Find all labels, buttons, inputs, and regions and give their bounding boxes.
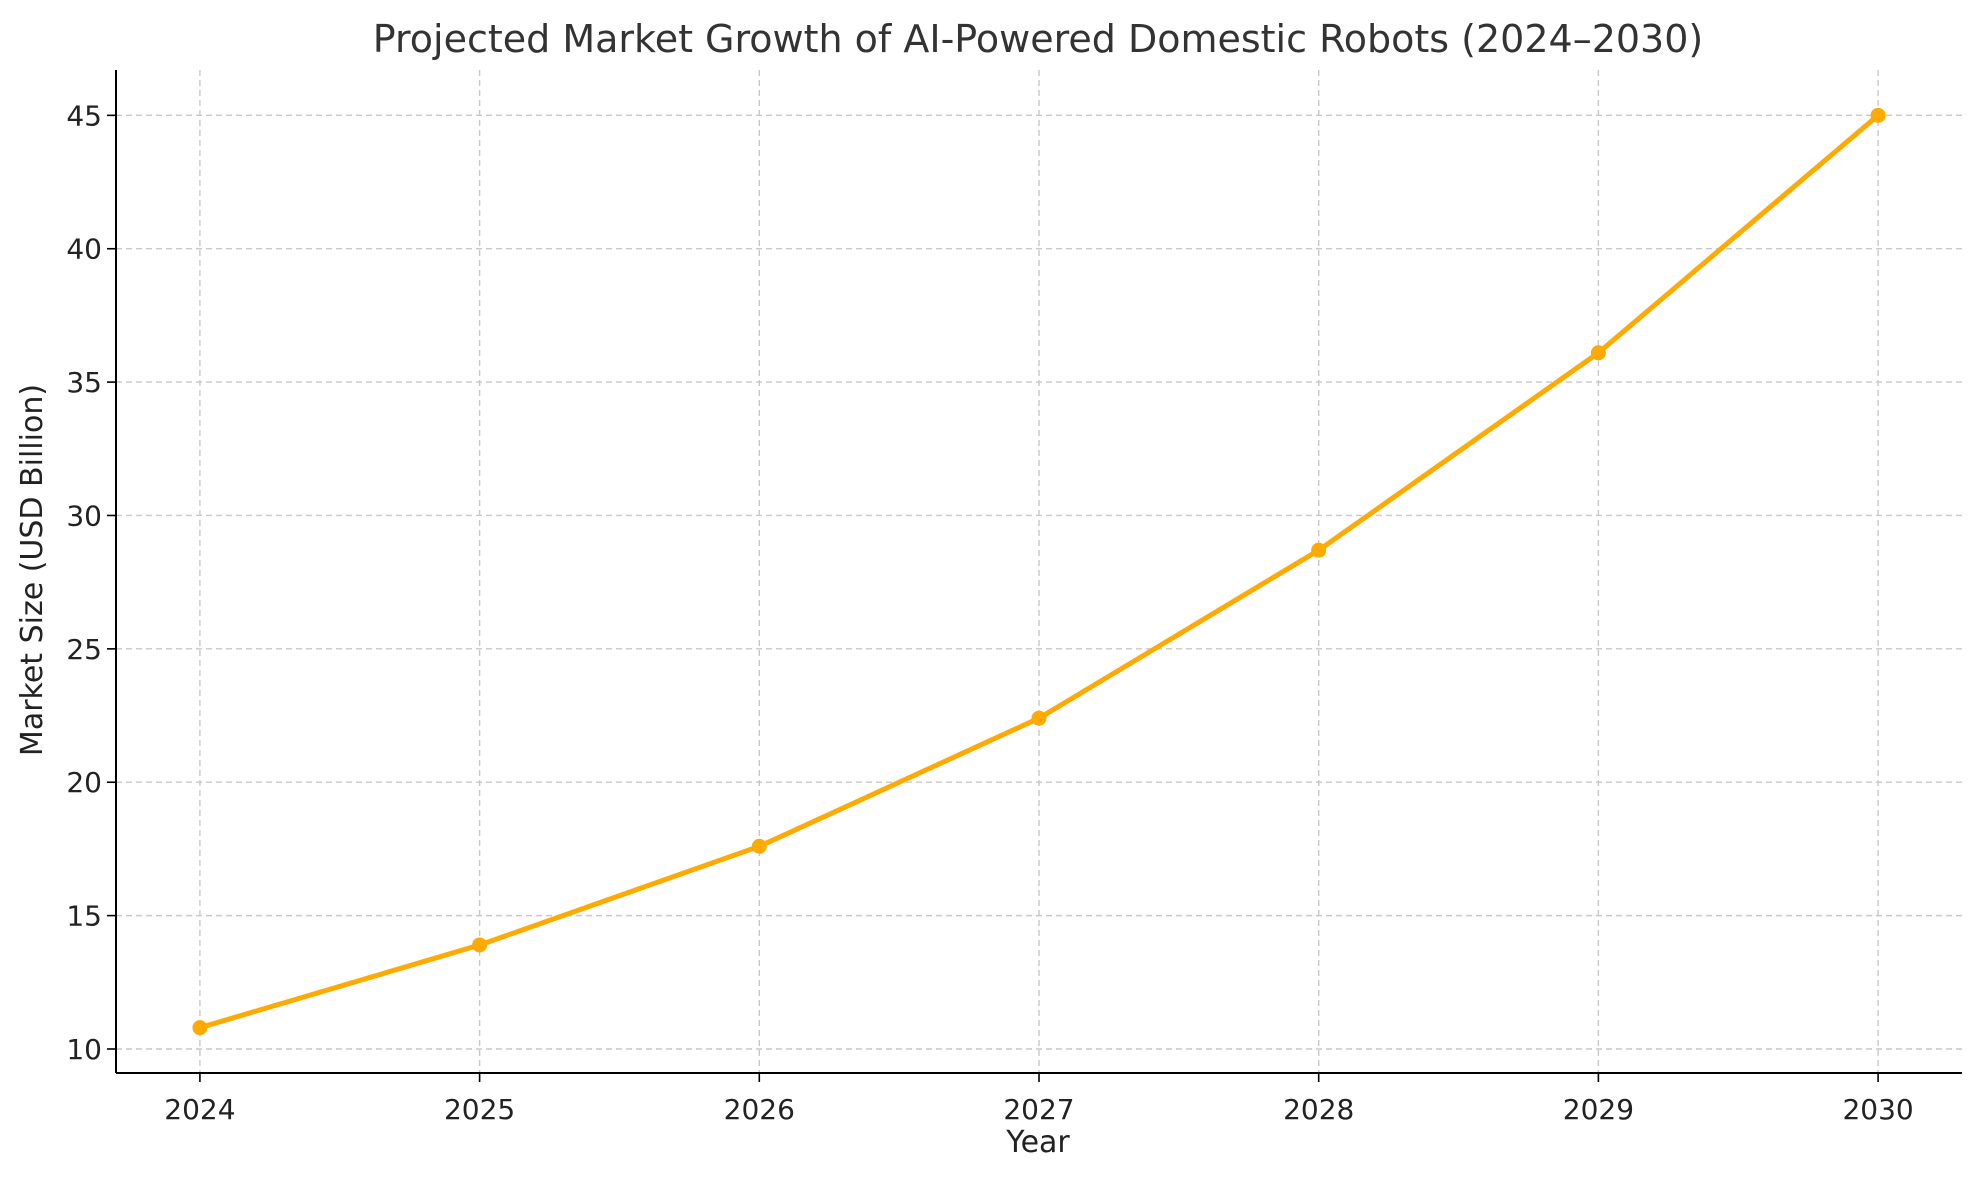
y-tick-label: 35 (66, 366, 102, 399)
y-tick-label: 10 (66, 1033, 102, 1066)
x-axis-label: Year (1005, 1125, 1070, 1160)
y-tick-label: 40 (66, 233, 102, 266)
data-point-2026 (751, 838, 767, 854)
y-axis-ticks: 10 15 20 25 30 35 40 45 (66, 99, 116, 1066)
y-tick-label: 25 (66, 633, 102, 666)
x-axis-ticks: 2024 2025 2026 2027 2028 2029 2030 (164, 1073, 1914, 1126)
y-tick-label: 20 (66, 766, 102, 799)
data-point-2028 (1311, 542, 1327, 558)
data-point-2025 (472, 937, 488, 953)
x-tick-label: 2029 (1563, 1093, 1634, 1126)
y-axis-label: Market Size (USD Billion) (15, 384, 50, 756)
data-point-2024 (192, 1020, 208, 1036)
data-series (192, 107, 1886, 1036)
data-point-2030 (1870, 107, 1886, 123)
y-tick-label: 15 (66, 900, 102, 933)
x-tick-label: 2026 (724, 1093, 795, 1126)
chart-title: Projected Market Growth of AI-Powered Do… (373, 17, 1703, 61)
data-point-2029 (1590, 345, 1606, 361)
data-point-2027 (1031, 710, 1047, 726)
y-tick-label: 45 (66, 99, 102, 132)
x-tick-label: 2025 (444, 1093, 515, 1126)
x-tick-label: 2028 (1283, 1093, 1354, 1126)
grid-lines (116, 70, 1962, 1073)
x-tick-label: 2030 (1842, 1093, 1913, 1126)
x-tick-label: 2027 (1003, 1093, 1074, 1126)
x-tick-label: 2024 (164, 1093, 235, 1126)
y-tick-label: 30 (66, 499, 102, 532)
